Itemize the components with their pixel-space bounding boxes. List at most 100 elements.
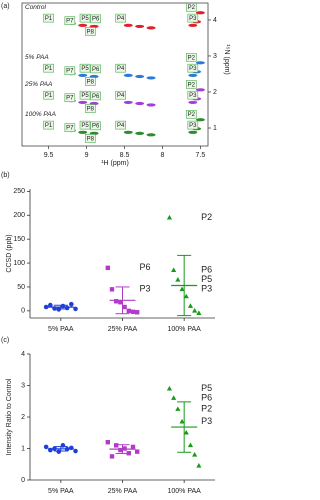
peak-label: P5 — [81, 16, 89, 22]
point — [179, 286, 185, 292]
point — [69, 301, 74, 307]
point-annotation: P3 — [140, 284, 151, 294]
x-tick-label: 9.5 — [44, 152, 54, 159]
peak-label: P3 — [189, 66, 197, 72]
peak-label-box — [185, 53, 197, 62]
point — [56, 449, 62, 454]
peak-label: P8 — [87, 136, 95, 142]
peak-label-box — [115, 90, 126, 100]
y-tick-label: 3 — [21, 382, 25, 389]
y-tick-label: 200 — [13, 212, 25, 219]
peak-label: P4 — [117, 16, 125, 22]
x-tick-label: 100% PAA — [167, 326, 201, 333]
peak-label: P4 — [117, 93, 125, 99]
peak-label: P7 — [66, 96, 74, 102]
peak-label: P4 — [117, 66, 125, 72]
peak — [78, 73, 88, 78]
point-annotation: P6 — [140, 262, 151, 272]
point — [126, 308, 131, 314]
peak — [123, 130, 133, 134]
peak-label-box — [43, 90, 54, 100]
point — [64, 305, 70, 311]
y-tick-label: 4 — [21, 351, 25, 358]
peak-label: P7 — [66, 69, 74, 75]
peak-label: P7 — [66, 19, 74, 25]
peak-label: P6 — [92, 67, 100, 73]
point-annotation: P3 — [201, 284, 212, 294]
peak-label: P6 — [92, 94, 100, 100]
peak — [123, 73, 133, 78]
peak-label-box — [187, 120, 199, 130]
y-tick-label: 0 — [21, 477, 25, 484]
peak-label: P2 — [188, 112, 196, 118]
point — [135, 310, 140, 315]
peak-label: P3 — [189, 93, 197, 99]
peak-label: P2 — [188, 55, 196, 61]
peak — [135, 101, 145, 106]
y-tick-label: 1 — [21, 445, 25, 452]
x-axis-title: ¹H (ppm) — [101, 160, 129, 167]
point — [69, 445, 74, 451]
peak-label-box — [185, 110, 197, 119]
y-tick-label: 4 — [213, 17, 217, 24]
y-tick-label: 100 — [13, 260, 25, 267]
x-tick-label: 8 — [160, 152, 164, 159]
peak-label-box — [115, 13, 126, 23]
spectrum-name: 100% PAA — [25, 111, 56, 118]
peak-label-box — [79, 63, 91, 73]
point — [187, 442, 194, 448]
point-annotation: P5 — [201, 274, 212, 284]
point — [118, 447, 123, 453]
point — [109, 287, 115, 292]
peak-label-box — [64, 16, 76, 25]
peak-label: P3 — [189, 16, 197, 22]
panel-label: (c) — [1, 337, 9, 344]
x-tick-label: 7.5 — [196, 152, 206, 159]
point — [114, 443, 119, 448]
peak-label-box — [187, 90, 199, 100]
x-tick-label: 25% PAA — [108, 488, 138, 495]
peak — [146, 26, 156, 30]
point — [196, 463, 202, 468]
point — [73, 306, 78, 312]
peak-label-box — [79, 90, 91, 100]
peak-label-box — [85, 134, 96, 143]
peak-label-box — [90, 64, 101, 74]
point — [114, 299, 119, 304]
peak — [123, 100, 133, 105]
peak-label: P5 — [81, 93, 89, 99]
peak — [188, 130, 198, 134]
point-annotation: P6 — [201, 265, 212, 275]
peak — [78, 130, 88, 134]
y-tick-label: 1 — [213, 125, 217, 132]
point — [175, 406, 181, 411]
y-tick-label: 50 — [17, 284, 25, 291]
peak — [78, 23, 88, 27]
peak-label-box — [90, 91, 101, 101]
peak-label: P5 — [81, 123, 89, 129]
point — [109, 454, 115, 459]
point — [118, 300, 123, 305]
point — [192, 308, 198, 313]
x-tick-label: 100% PAA — [167, 488, 201, 495]
peak-label-box — [115, 120, 126, 130]
peak — [123, 23, 133, 27]
point — [130, 444, 136, 450]
peak-label-box — [185, 80, 197, 89]
plot-frame — [21, 2, 209, 147]
y-axis-title: ¹⁵N (ppm) — [223, 44, 230, 75]
spectrum-name: 5% PAA — [25, 54, 49, 61]
peak — [146, 76, 156, 80]
point — [105, 265, 110, 271]
peak — [195, 61, 205, 65]
peak-label: P8 — [87, 29, 95, 35]
peak-label-box — [187, 13, 199, 23]
point — [166, 385, 173, 391]
x-tick-label: 5% PAA — [48, 326, 74, 333]
y-tick-label: 2 — [213, 89, 217, 96]
peak-label: P1 — [45, 16, 53, 22]
point — [192, 452, 198, 457]
point — [48, 302, 53, 308]
peak-label: P8 — [87, 79, 95, 85]
